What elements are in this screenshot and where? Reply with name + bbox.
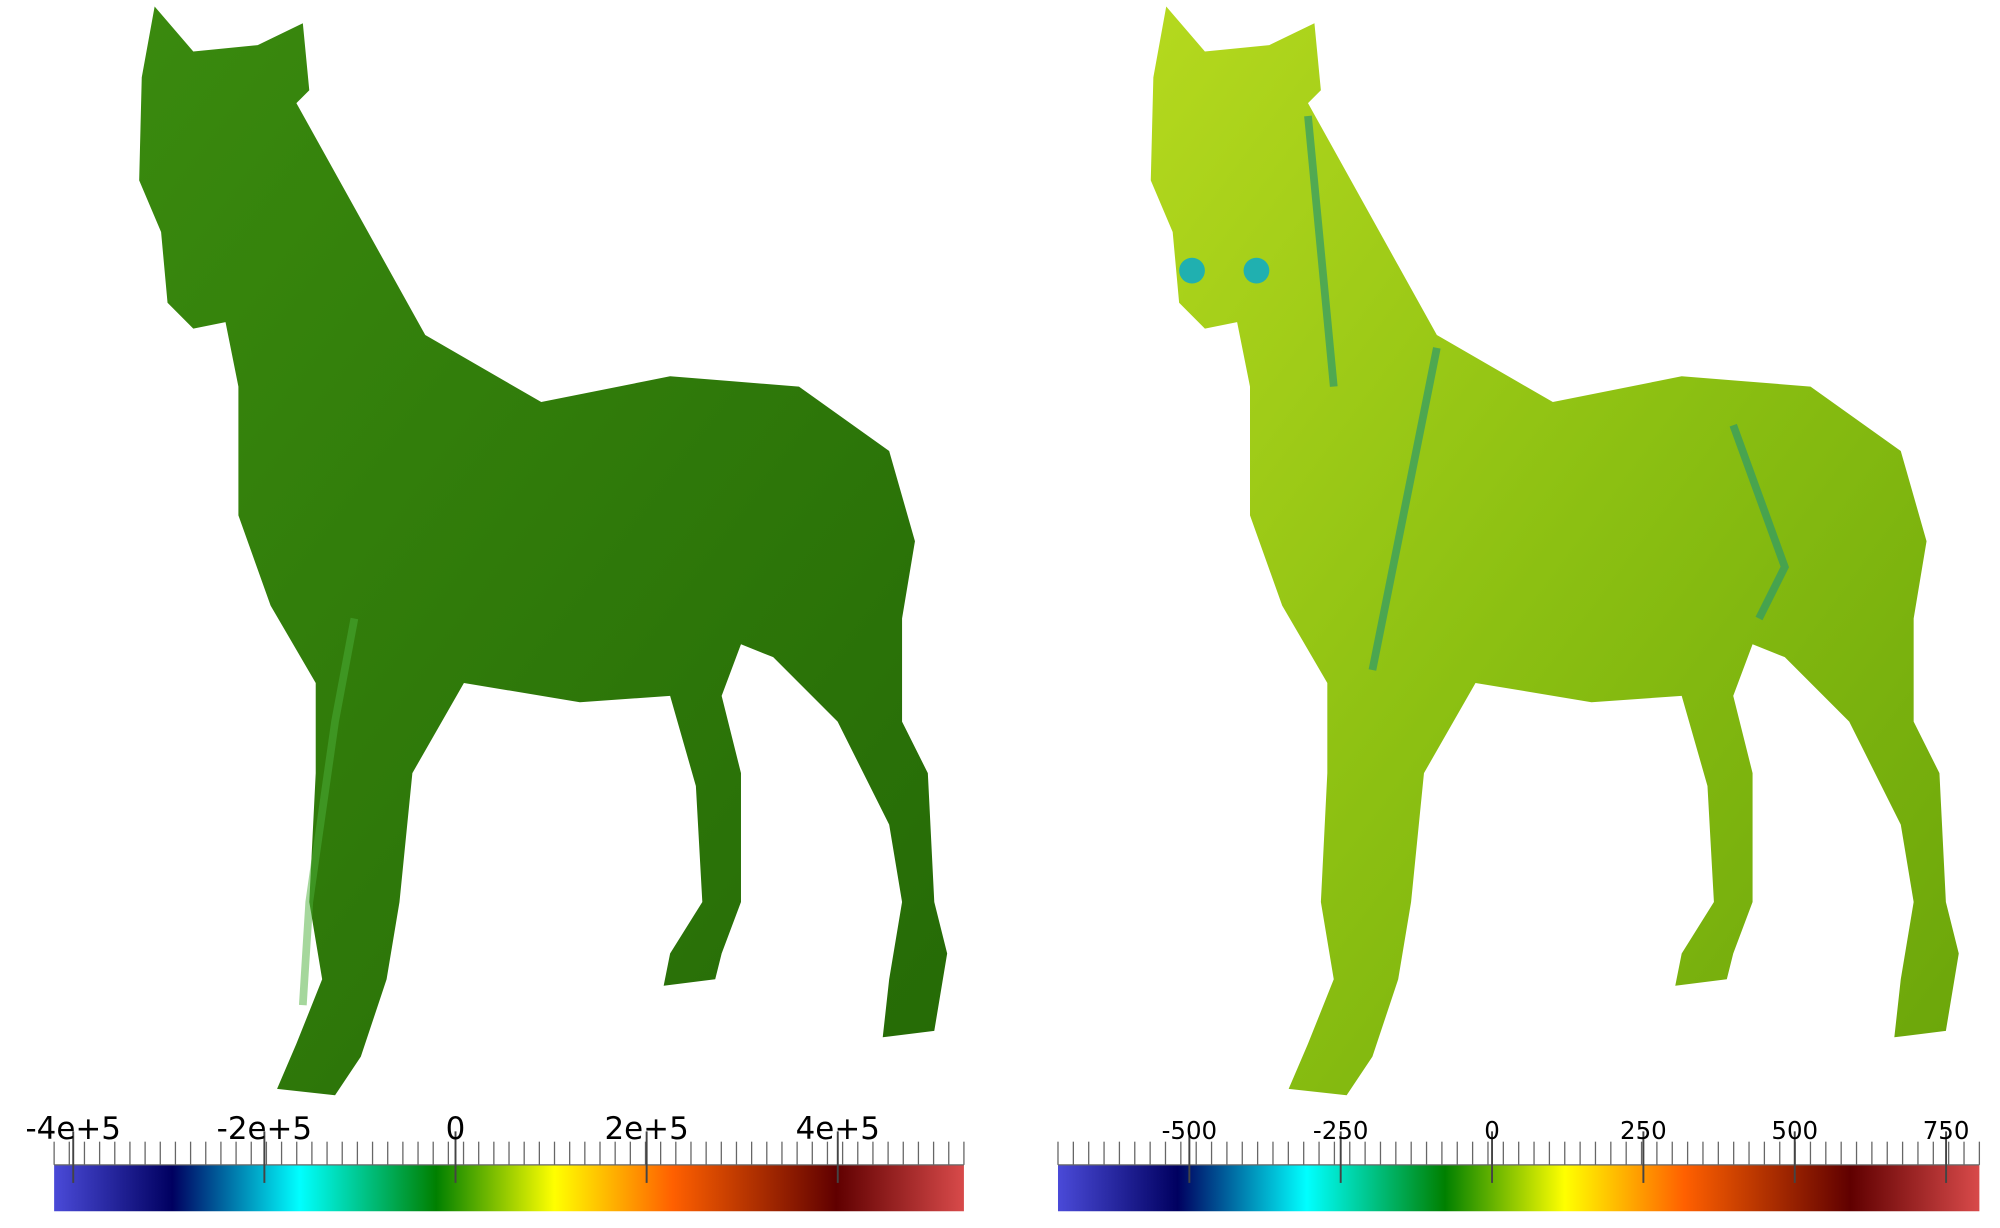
tick-label: -2e+5 [217, 1111, 312, 1147]
tick-label: 750 [1923, 1116, 1970, 1145]
colorbar [54, 1164, 964, 1212]
colorbar [1057, 1164, 1980, 1212]
tick-label: -250 [1313, 1116, 1369, 1145]
tick-label: 500 [1771, 1116, 1818, 1145]
tick-label: 0 [1484, 1116, 1500, 1145]
horse-right [1150, 6, 1959, 1096]
tick-label: -4e+5 [26, 1111, 121, 1147]
tick-label: 4e+5 [796, 1111, 880, 1147]
tick-label: 2e+5 [605, 1111, 689, 1147]
tick-label: 250 [1620, 1116, 1667, 1145]
tick-label: -500 [1162, 1116, 1218, 1145]
horse-left [139, 6, 948, 1096]
tick-label: 0 [446, 1111, 466, 1147]
